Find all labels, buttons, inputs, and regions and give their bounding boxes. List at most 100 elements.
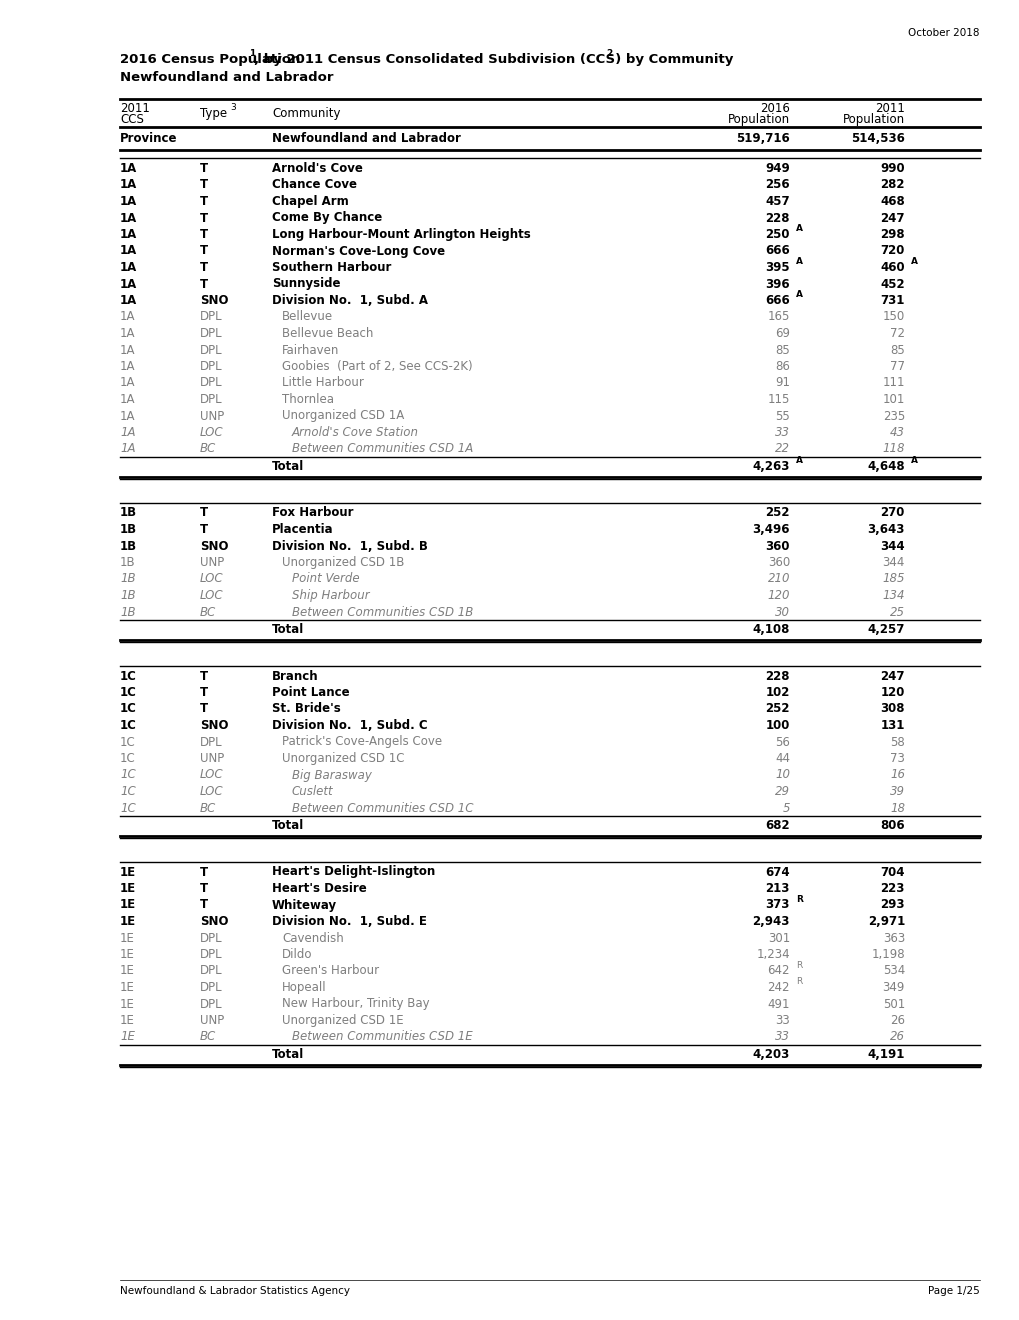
Text: BC: BC — [200, 442, 216, 455]
Text: 360: 360 — [764, 540, 790, 553]
Text: 29: 29 — [774, 785, 790, 799]
Text: Total: Total — [272, 459, 304, 473]
Text: Fairhaven: Fairhaven — [281, 343, 339, 356]
Text: T: T — [200, 523, 208, 536]
Text: Cavendish: Cavendish — [281, 932, 343, 945]
Text: 223: 223 — [879, 882, 904, 895]
Text: 298: 298 — [879, 228, 904, 242]
Text: 86: 86 — [774, 360, 790, 374]
Text: SNO: SNO — [200, 719, 228, 733]
Text: 344: 344 — [879, 540, 904, 553]
Text: 134: 134 — [881, 589, 904, 602]
Text: 120: 120 — [766, 589, 790, 602]
Text: 731: 731 — [879, 294, 904, 308]
Text: Newfoundland and Labrador: Newfoundland and Labrador — [272, 132, 461, 145]
Text: 2: 2 — [606, 49, 612, 58]
Text: 1C: 1C — [120, 702, 137, 715]
Text: DPL: DPL — [200, 393, 222, 407]
Text: 704: 704 — [879, 866, 904, 879]
Text: SNO: SNO — [200, 915, 228, 928]
Text: 1A: 1A — [120, 426, 136, 440]
Text: 1A: 1A — [120, 327, 136, 341]
Text: Bellevue Beach: Bellevue Beach — [281, 327, 373, 341]
Text: 1C: 1C — [120, 768, 136, 781]
Text: 25: 25 — [890, 606, 904, 619]
Text: 247: 247 — [879, 669, 904, 682]
Text: 1,198: 1,198 — [870, 948, 904, 961]
Text: 457: 457 — [764, 195, 790, 209]
Text: 250: 250 — [764, 228, 790, 242]
Text: DPL: DPL — [200, 343, 222, 356]
Text: 1,234: 1,234 — [756, 948, 790, 961]
Text: DPL: DPL — [200, 981, 222, 994]
Text: 308: 308 — [879, 702, 904, 715]
Text: 720: 720 — [879, 244, 904, 257]
Text: CCS: CCS — [120, 114, 144, 125]
Text: T: T — [200, 669, 208, 682]
Text: 949: 949 — [764, 162, 790, 176]
Text: Heart's Desire: Heart's Desire — [272, 882, 367, 895]
Text: T: T — [200, 702, 208, 715]
Text: October 2018: October 2018 — [908, 28, 979, 38]
Text: 1C: 1C — [120, 752, 136, 766]
Text: 1C: 1C — [120, 669, 137, 682]
Text: 4,263: 4,263 — [752, 459, 790, 473]
Text: Between Communities CSD 1E: Between Communities CSD 1E — [291, 1031, 472, 1044]
Text: 1E: 1E — [120, 981, 135, 994]
Text: 1A: 1A — [120, 228, 138, 242]
Text: 3: 3 — [229, 103, 235, 112]
Text: T: T — [200, 261, 208, 275]
Text: 1C: 1C — [120, 735, 136, 748]
Text: Newfoundland and Labrador: Newfoundland and Labrador — [120, 71, 333, 84]
Text: 1A: 1A — [120, 393, 136, 407]
Text: New Harbour, Trinity Bay: New Harbour, Trinity Bay — [281, 998, 429, 1011]
Text: 118: 118 — [881, 442, 904, 455]
Text: 666: 666 — [764, 244, 790, 257]
Text: 69: 69 — [774, 327, 790, 341]
Text: SNO: SNO — [200, 294, 228, 308]
Text: 2,971: 2,971 — [867, 915, 904, 928]
Text: BC: BC — [200, 801, 216, 814]
Text: 77: 77 — [890, 360, 904, 374]
Text: 460: 460 — [879, 261, 904, 275]
Text: T: T — [200, 899, 208, 912]
Text: Little Harbour: Little Harbour — [281, 376, 364, 389]
Text: 396: 396 — [764, 277, 790, 290]
Text: A: A — [910, 257, 917, 267]
Text: BC: BC — [200, 606, 216, 619]
Text: 242: 242 — [766, 981, 790, 994]
Text: 1B: 1B — [120, 523, 137, 536]
Text: 1C: 1C — [120, 719, 137, 733]
Text: 4,257: 4,257 — [867, 623, 904, 636]
Text: Green's Harbour: Green's Harbour — [281, 965, 379, 978]
Text: 235: 235 — [881, 409, 904, 422]
Text: DPL: DPL — [200, 965, 222, 978]
Text: A: A — [795, 290, 802, 300]
Text: Southern Harbour: Southern Harbour — [272, 261, 391, 275]
Text: Point Verde: Point Verde — [291, 573, 360, 586]
Text: Between Communities CSD 1A: Between Communities CSD 1A — [291, 442, 473, 455]
Text: 1E: 1E — [120, 866, 136, 879]
Text: Between Communities CSD 1B: Between Communities CSD 1B — [291, 606, 473, 619]
Text: 534: 534 — [881, 965, 904, 978]
Text: 360: 360 — [767, 556, 790, 569]
Text: Chapel Arm: Chapel Arm — [272, 195, 348, 209]
Text: 1A: 1A — [120, 409, 136, 422]
Text: Unorganized CSD 1A: Unorganized CSD 1A — [281, 409, 404, 422]
Text: LOC: LOC — [200, 768, 223, 781]
Text: Unorganized CSD 1C: Unorganized CSD 1C — [281, 752, 405, 766]
Text: Goobies  (Part of 2, See CCS-2K): Goobies (Part of 2, See CCS-2K) — [281, 360, 472, 374]
Text: Cuslett: Cuslett — [291, 785, 333, 799]
Text: 1A: 1A — [120, 244, 138, 257]
Text: T: T — [200, 162, 208, 176]
Text: 30: 30 — [774, 606, 790, 619]
Text: 1B: 1B — [120, 507, 137, 520]
Text: DPL: DPL — [200, 998, 222, 1011]
Text: Point Lance: Point Lance — [272, 686, 350, 700]
Text: 1E: 1E — [120, 948, 135, 961]
Text: 3,643: 3,643 — [867, 523, 904, 536]
Text: T: T — [200, 244, 208, 257]
Text: 210: 210 — [766, 573, 790, 586]
Text: 1A: 1A — [120, 277, 138, 290]
Text: R: R — [795, 961, 802, 969]
